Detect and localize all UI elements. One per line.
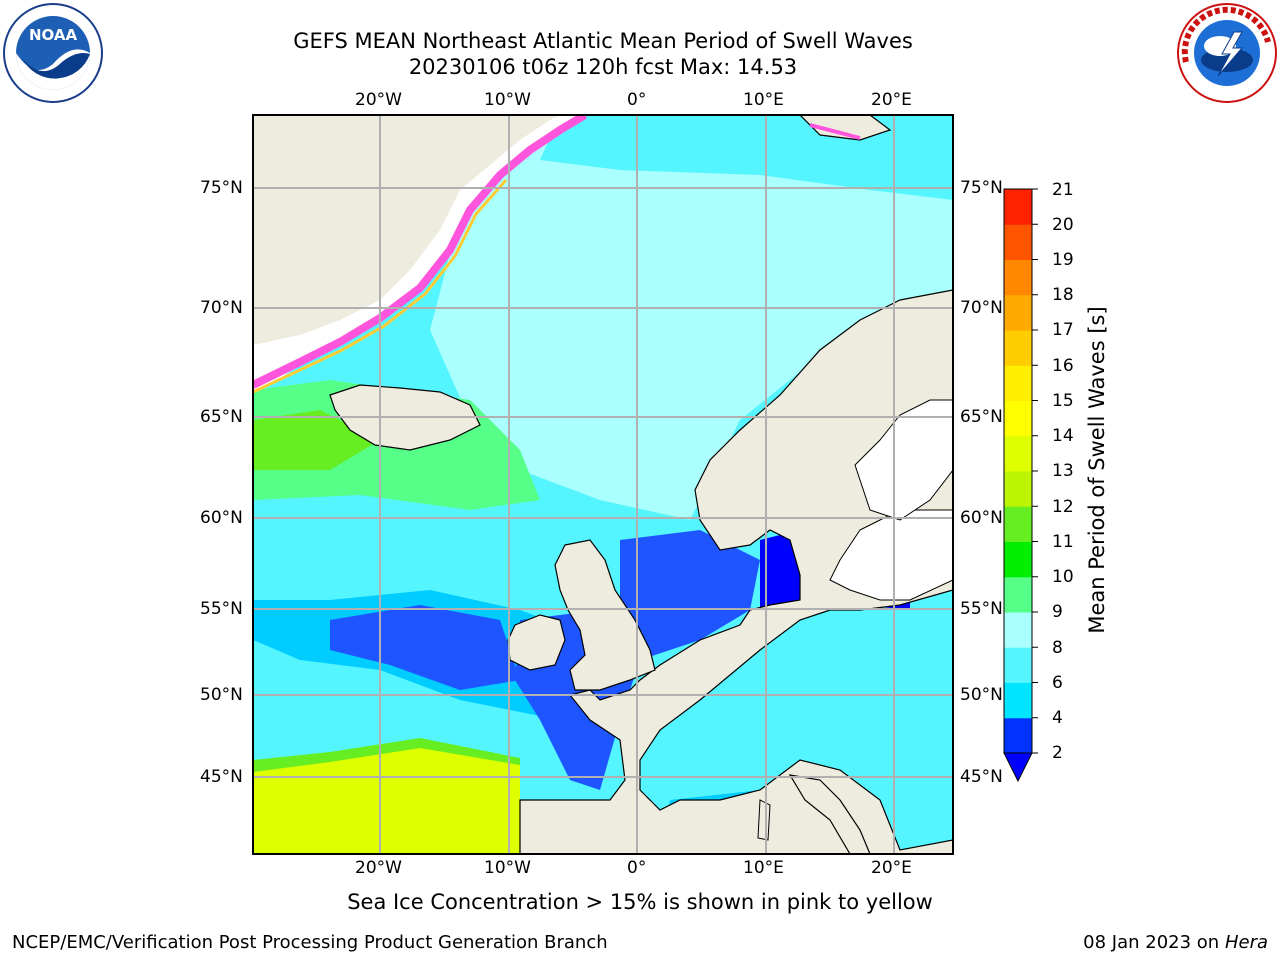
top-lon-label: 20°W <box>355 90 402 110</box>
top-lon-label: 0° <box>627 90 647 110</box>
footer-credit: NCEP/EMC/Verification Post Processing Pr… <box>12 932 608 953</box>
colorbar-tick-label: 21 <box>1052 180 1074 200</box>
nws-logo <box>1177 3 1277 103</box>
chart-title: GEFS MEAN Northeast Atlantic Mean Period… <box>293 29 913 53</box>
noaa-logo: NOAA <box>3 3 103 103</box>
colorbar-segment <box>1004 682 1032 719</box>
colorbar-tick-label: 6 <box>1052 673 1063 693</box>
colorbar-title: Mean Period of Swell Waves [s] <box>1085 306 1109 634</box>
colorbar-tick-label: 13 <box>1052 461 1074 481</box>
colorbar-segment <box>1004 189 1032 225</box>
left-lat-label: 55°N <box>200 599 243 619</box>
right-lat-label: 45°N <box>960 767 1003 787</box>
top-lon-label: 10°W <box>484 90 531 110</box>
map-frame <box>252 114 954 855</box>
left-lat-label: 60°N <box>200 508 243 528</box>
colorbar-segment <box>1004 224 1032 260</box>
colorbar-tick-label: 15 <box>1052 391 1074 411</box>
left-lat-label: 75°N <box>200 178 243 198</box>
right-lat-label: 50°N <box>960 685 1003 705</box>
bottom-lon-label: 10°E <box>743 858 784 878</box>
colorbar-segment <box>1004 717 1032 754</box>
colorbar-segment <box>1004 259 1032 296</box>
colorbar-tick-label: 19 <box>1052 250 1074 270</box>
right-lat-label: 55°N <box>960 599 1003 619</box>
colorbar-segment <box>1004 400 1032 437</box>
bottom-lon-label: 10°W <box>484 858 531 878</box>
colorbar-segment <box>1004 541 1032 578</box>
colorbar-segment <box>1004 471 1032 507</box>
bottom-lon-label: 20°E <box>871 858 912 878</box>
colorbar-segment <box>1004 576 1032 613</box>
colorbar-segment <box>1004 365 1032 401</box>
right-lat-label: 70°N <box>960 298 1003 318</box>
colorbar-tick-label: 16 <box>1052 356 1074 376</box>
colorbar-tick-label: 4 <box>1052 708 1063 728</box>
colorbar-under-triangle <box>1003 752 1033 783</box>
bottom-lon-label: 0° <box>627 858 647 878</box>
footer-host: Hera <box>1224 932 1268 953</box>
footer-date: 08 Jan 2023 on Hera <box>1083 932 1268 953</box>
right-lat-label: 60°N <box>960 508 1003 528</box>
left-lat-label: 65°N <box>200 407 243 427</box>
colorbar-segment <box>1004 294 1032 331</box>
colorbar-segment <box>1004 330 1032 366</box>
sea-ice-note: Sea Ice Concentration > 15% is shown in … <box>347 890 933 914</box>
left-lat-label: 50°N <box>200 685 243 705</box>
colorbar-tick-label: 11 <box>1052 532 1074 552</box>
map-plot-area <box>253 115 953 854</box>
top-lon-label: 20°E <box>871 90 912 110</box>
colorbar-tick-label: 8 <box>1052 638 1063 658</box>
bottom-lon-label: 20°W <box>355 858 402 878</box>
colorbar-segment <box>1004 612 1032 648</box>
colorbar-tick-label: 12 <box>1052 497 1074 517</box>
colorbar-tick-label: 17 <box>1052 320 1074 340</box>
colorbar-tick-label: 18 <box>1052 285 1074 305</box>
footer-date-text: 08 Jan 2023 on <box>1083 932 1225 953</box>
colorbar-tick-label: 9 <box>1052 602 1063 622</box>
right-lat-label: 75°N <box>960 178 1003 198</box>
colorbar-tick-label: 14 <box>1052 426 1074 446</box>
left-lat-label: 70°N <box>200 298 243 318</box>
colorbar <box>1003 188 1038 783</box>
graticule <box>253 115 953 854</box>
colorbar-segment <box>1004 647 1032 683</box>
colorbar-tick-label: 20 <box>1052 215 1074 235</box>
colorbar-segment <box>1004 435 1032 472</box>
top-lon-label: 10°E <box>743 90 784 110</box>
right-lat-label: 65°N <box>960 407 1003 427</box>
colorbar-tick-label: 2 <box>1052 743 1063 763</box>
colorbar-segment <box>1004 506 1032 542</box>
noaa-logo-text: NOAA <box>29 26 78 44</box>
left-lat-label: 45°N <box>200 767 243 787</box>
colorbar-tick-label: 10 <box>1052 567 1074 587</box>
chart-subtitle: 20230106 t06z 120h fcst Max: 14.53 <box>408 55 798 79</box>
